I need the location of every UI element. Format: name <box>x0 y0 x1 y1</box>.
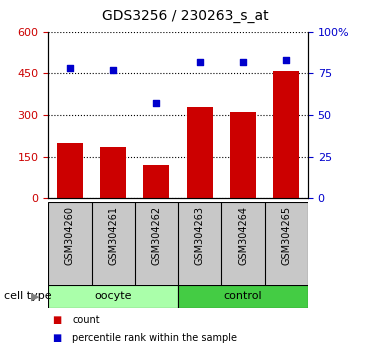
Text: GSM304261: GSM304261 <box>108 206 118 265</box>
Point <box>283 57 289 63</box>
Bar <box>100 147 126 198</box>
Point <box>197 59 203 65</box>
Text: GDS3256 / 230263_s_at: GDS3256 / 230263_s_at <box>102 9 269 23</box>
Text: GSM304263: GSM304263 <box>195 206 205 265</box>
Point <box>110 67 116 73</box>
Bar <box>48 285 178 308</box>
Text: GSM304260: GSM304260 <box>65 206 75 265</box>
Text: control: control <box>224 291 262 302</box>
Text: GSM304264: GSM304264 <box>238 206 248 265</box>
Bar <box>187 107 213 198</box>
Bar <box>230 112 256 198</box>
Bar <box>178 285 308 308</box>
Text: ■: ■ <box>52 333 61 343</box>
Text: cell type: cell type <box>4 291 51 302</box>
Bar <box>48 202 308 289</box>
Text: oocyte: oocyte <box>94 291 132 302</box>
Point <box>154 101 160 106</box>
Bar <box>57 143 83 198</box>
Text: count: count <box>72 315 100 325</box>
Bar <box>273 71 299 198</box>
Text: ▶: ▶ <box>31 291 39 302</box>
Text: GSM304265: GSM304265 <box>281 206 291 265</box>
Text: GSM304262: GSM304262 <box>151 206 161 265</box>
Bar <box>144 165 170 198</box>
Point <box>67 65 73 71</box>
Text: percentile rank within the sample: percentile rank within the sample <box>72 333 237 343</box>
Text: ■: ■ <box>52 315 61 325</box>
Point <box>240 59 246 65</box>
